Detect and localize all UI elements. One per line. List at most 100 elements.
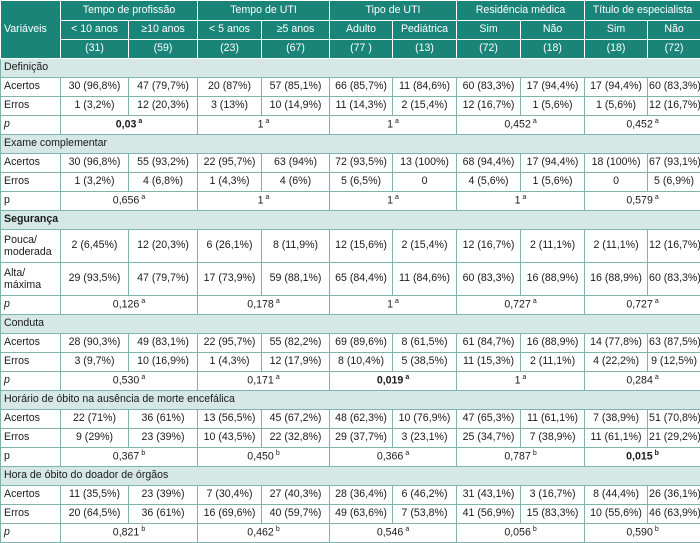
data-cell: 20 (87%) — [198, 78, 262, 97]
p-test-marker: a — [533, 298, 537, 305]
data-cell: 3 (9,7%) — [61, 353, 129, 372]
data-cell: 7 (38,9%) — [585, 410, 648, 429]
data-cell: 12 (17,9%) — [262, 353, 330, 372]
data-cell: 26 (36,1%) — [648, 486, 700, 505]
p-value: 0,284 — [626, 375, 653, 387]
p-test-marker: a — [405, 374, 409, 381]
data-cell: 5 (6,9%) — [648, 173, 700, 192]
p-test-marker: a — [141, 194, 145, 201]
data-cell: 1 (5,6%) — [521, 173, 585, 192]
group-header: Tempo de UTI — [198, 1, 330, 21]
subcol-header: Adulto — [330, 21, 393, 40]
row-label: Erros — [1, 429, 61, 448]
data-cell: 9 (12,5%) — [648, 353, 700, 372]
data-cell: 1 (4,3%) — [198, 173, 262, 192]
data-cell: 25 (34,7%) — [457, 429, 521, 448]
data-cell: 9 (29%) — [61, 429, 129, 448]
data-cell: 60 (83,3%) — [648, 263, 700, 296]
row-label: Erros — [1, 505, 61, 524]
p-value: 0,015 — [626, 451, 653, 463]
data-cell: 23 (39%) — [129, 429, 198, 448]
p-label: p — [1, 372, 61, 391]
data-cell: 16 (88,9%) — [521, 334, 585, 353]
data-cell: 22 (95,7%) — [198, 334, 262, 353]
data-cell: 0 — [585, 173, 648, 192]
p-value: 0,452 — [504, 119, 531, 131]
p-value: 0,019 — [377, 375, 404, 387]
data-cell: 11 (35,5%) — [61, 486, 129, 505]
data-cell: 31 (43,1%) — [457, 486, 521, 505]
data-cell: 22 (95,7%) — [198, 154, 262, 173]
subcol-header: Sim — [457, 21, 521, 40]
section-title: Horário de óbito na ausência de morte en… — [1, 391, 700, 410]
data-cell: 13 (56,5%) — [198, 410, 262, 429]
data-cell: 12 (16,7%) — [457, 97, 521, 116]
data-cell: 12 (20,3%) — [129, 230, 198, 263]
p-test-marker: a — [405, 450, 409, 457]
data-cell: 68 (94,4%) — [457, 154, 521, 173]
p-test-marker: b — [533, 526, 537, 533]
p-test-marker: a — [523, 194, 527, 201]
p-value: 0,450 — [247, 451, 274, 463]
p-value: 0,171 — [247, 375, 274, 387]
data-cell: 59 (88,1%) — [262, 263, 330, 296]
data-cell: 47 (65,3%) — [457, 410, 521, 429]
row-label: Erros — [1, 97, 61, 116]
p-test-marker: a — [266, 194, 270, 201]
data-cell: 51 (70,8%) — [648, 410, 700, 429]
data-cell: 8 (61,5%) — [393, 334, 457, 353]
row-label: Pouca/ moderada — [1, 230, 61, 263]
data-cell: 10 (16,9%) — [129, 353, 198, 372]
count-header: (31) — [61, 40, 129, 59]
data-cell: 7 (38,9%) — [521, 429, 585, 448]
data-cell: 29 (37,7%) — [330, 429, 393, 448]
p-label: p — [1, 524, 61, 543]
data-cell: 28 (90,3%) — [61, 334, 129, 353]
data-cell: 30 (96,8%) — [61, 78, 129, 97]
section-title: Hora de óbito do doador de órgãos — [1, 467, 700, 486]
p-test-marker: b — [276, 450, 280, 457]
data-cell: 18 (100%) — [585, 154, 648, 173]
p-value: 1 — [515, 375, 521, 387]
data-cell: 11 (84,6%) — [393, 78, 457, 97]
section-row: Conduta — [1, 315, 700, 334]
row-label: Erros — [1, 353, 61, 372]
section-title: Exame complementar — [1, 135, 700, 154]
p-test-marker: a — [655, 374, 659, 381]
p-test-marker: a — [266, 118, 270, 125]
data-cell: 7 (53,8%) — [393, 505, 457, 524]
section-title: Conduta — [1, 315, 700, 334]
subcol-header: ≥5 anos — [262, 21, 330, 40]
count-header: (72) — [648, 40, 700, 59]
data-cell: 1 (3,2%) — [61, 173, 129, 192]
data-cell: 60 (83,3%) — [648, 78, 700, 97]
row-label: Acertos — [1, 410, 61, 429]
data-cell: 4 (22,2%) — [585, 353, 648, 372]
p-test-marker: a — [405, 526, 409, 533]
row-label: Acertos — [1, 78, 61, 97]
data-cell: 69 (89,6%) — [330, 334, 393, 353]
row-label: Acertos — [1, 334, 61, 353]
data-cell: 20 (64,5%) — [61, 505, 129, 524]
data-cell: 60 (83,3%) — [457, 263, 521, 296]
subcol-header: Pediátrica — [393, 21, 457, 40]
data-cell: 8 (11,9%) — [262, 230, 330, 263]
p-test-marker: a — [141, 374, 145, 381]
p-test-marker: b — [276, 526, 280, 533]
count-header: (77 ) — [330, 40, 393, 59]
data-cell: 28 (36,4%) — [330, 486, 393, 505]
